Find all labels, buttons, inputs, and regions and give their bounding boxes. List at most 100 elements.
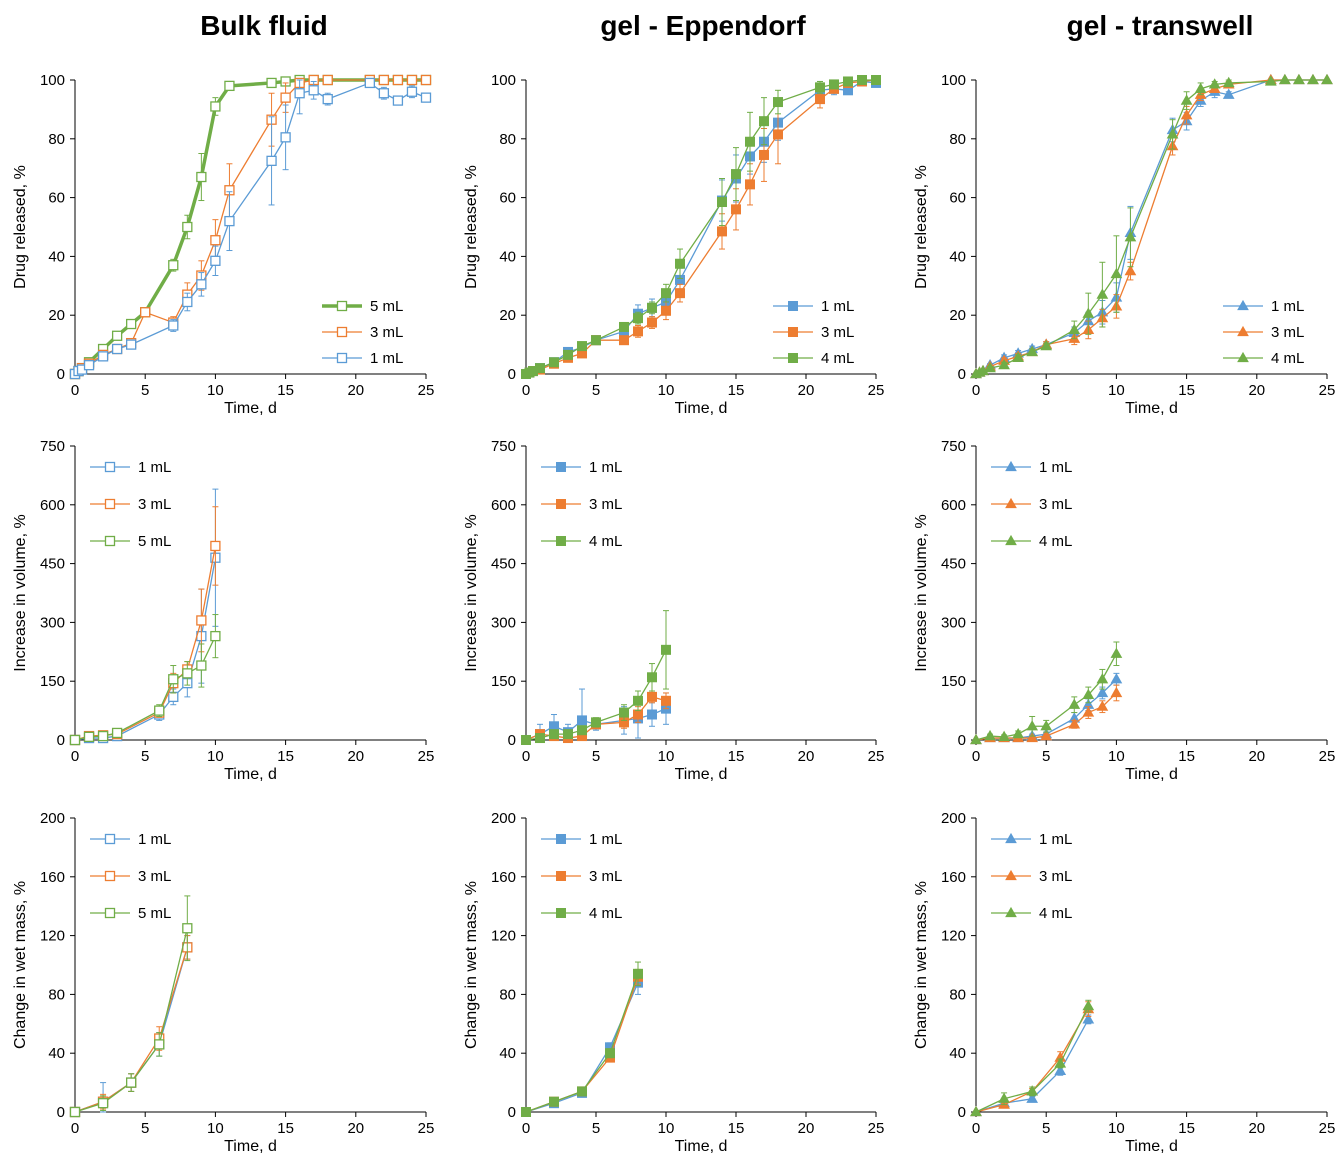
data-point xyxy=(168,674,179,685)
data-point xyxy=(140,307,151,318)
x-tick-label: 20 xyxy=(798,382,815,399)
data-point xyxy=(773,97,783,108)
legend-marker xyxy=(1005,906,1017,918)
series-line xyxy=(975,653,1117,741)
y-tick-label: 600 xyxy=(491,497,516,514)
data-point xyxy=(829,79,839,90)
data-point xyxy=(535,733,545,744)
data-point xyxy=(647,672,657,683)
y-tick-label: 160 xyxy=(941,869,966,886)
series-4-ml xyxy=(521,75,881,379)
x-axis-label: Time, d xyxy=(1125,1138,1178,1155)
data-point xyxy=(1222,88,1235,99)
data-point xyxy=(210,101,221,112)
y-tick-label: 40 xyxy=(48,248,65,265)
x-tick-label: 20 xyxy=(347,382,364,399)
x-tick-label: 20 xyxy=(1248,748,1265,765)
legend-label: 1 mL xyxy=(589,459,622,476)
x-tick-label: 15 xyxy=(277,382,294,399)
data-point xyxy=(1096,686,1109,698)
data-point xyxy=(97,351,109,362)
legend-marker xyxy=(1005,497,1017,509)
data-point xyxy=(280,132,291,143)
column-title-gel-transwell: gel - transwell xyxy=(1066,10,1254,41)
x-tick-label: 5 xyxy=(141,748,149,765)
legend-label: 1 mL xyxy=(370,350,403,367)
data-point xyxy=(1068,698,1081,709)
data-point xyxy=(1293,73,1305,85)
data-point xyxy=(717,197,727,208)
legend-label: 3 mL xyxy=(138,496,171,513)
legend-marker xyxy=(1005,869,1017,881)
data-point xyxy=(196,615,207,626)
data-point xyxy=(111,727,123,739)
x-tick-label: 0 xyxy=(972,382,980,399)
data-point xyxy=(210,255,221,266)
legend-label: 1 mL xyxy=(1039,831,1072,848)
data-point xyxy=(1082,999,1095,1011)
data-point xyxy=(126,318,137,330)
data-point xyxy=(619,335,629,346)
data-point xyxy=(605,1048,615,1059)
data-point xyxy=(1068,323,1081,335)
legend-label: 1 mL xyxy=(589,831,622,848)
data-point xyxy=(280,92,291,103)
x-tick-label: 0 xyxy=(972,1120,980,1137)
data-point xyxy=(619,321,629,332)
y-tick-label: 80 xyxy=(499,986,516,1003)
x-tick-label: 0 xyxy=(522,382,530,399)
legend: 1 mL 3 mL 5 mL xyxy=(90,831,171,922)
data-point xyxy=(182,668,193,679)
data-point xyxy=(633,968,643,979)
data-point xyxy=(591,717,601,728)
series-1-ml xyxy=(69,77,432,380)
data-point xyxy=(1321,73,1333,85)
data-point xyxy=(633,695,643,706)
data-point xyxy=(577,1086,587,1097)
legend-label: 3 mL xyxy=(821,324,854,341)
data-point xyxy=(266,155,277,167)
legend: 1 mL 3 mL 4 mL xyxy=(541,831,622,922)
y-tick-label: 20 xyxy=(48,307,65,324)
y-tick-label: 600 xyxy=(40,497,65,514)
data-point xyxy=(1124,264,1137,276)
y-tick-label: 0 xyxy=(958,732,966,749)
data-point xyxy=(111,330,123,341)
legend-label: 1 mL xyxy=(1039,459,1072,476)
data-point xyxy=(1082,307,1095,318)
y-tick-label: 20 xyxy=(499,307,516,324)
data-point xyxy=(97,730,109,742)
chart-transwell-mass: 0 5 10 15 20 25 0 40 80 120 160 200 Time, d Change in… xyxy=(913,810,1335,1155)
x-axis-label: Time, d xyxy=(224,766,277,783)
legend: 1 mL 3 mL 4 mL xyxy=(991,831,1072,922)
x-tick-label: 20 xyxy=(1248,1120,1265,1137)
data-point xyxy=(1110,673,1123,684)
y-tick-label: 80 xyxy=(499,131,516,148)
legend-label: 1 mL xyxy=(821,298,854,315)
data-point xyxy=(984,361,996,373)
y-tick-label: 120 xyxy=(491,928,516,945)
legend-label: 3 mL xyxy=(1039,496,1072,513)
y-tick-label: 40 xyxy=(949,248,966,265)
data-point xyxy=(1180,109,1193,120)
data-point xyxy=(392,95,404,106)
series-4-ml xyxy=(521,961,643,1117)
x-tick-label: 15 xyxy=(728,1120,745,1137)
chart-eppendorf-volume: 0 5 10 15 20 25 0 150 300 450 600 750 Time, d Increas… xyxy=(463,438,884,783)
x-tick-label: 10 xyxy=(207,1120,224,1137)
data-point xyxy=(182,296,193,308)
data-point xyxy=(647,302,657,313)
x-tick-label: 10 xyxy=(1108,748,1125,765)
data-point xyxy=(406,74,418,86)
data-point xyxy=(563,729,573,740)
y-tick-label: 100 xyxy=(941,72,966,89)
data-point xyxy=(970,1105,982,1117)
y-tick-label: 300 xyxy=(491,614,516,631)
x-tick-label: 10 xyxy=(658,382,675,399)
data-point xyxy=(619,707,629,718)
y-tick-label: 450 xyxy=(40,556,65,573)
y-tick-label: 0 xyxy=(57,732,65,749)
chart-bulk-release: 0 5 10 15 20 25 0 20 40 60 80 100 Time, d Drug releas… xyxy=(12,72,434,417)
x-tick-label: 25 xyxy=(868,748,885,765)
x-tick-label: 10 xyxy=(1108,1120,1125,1137)
